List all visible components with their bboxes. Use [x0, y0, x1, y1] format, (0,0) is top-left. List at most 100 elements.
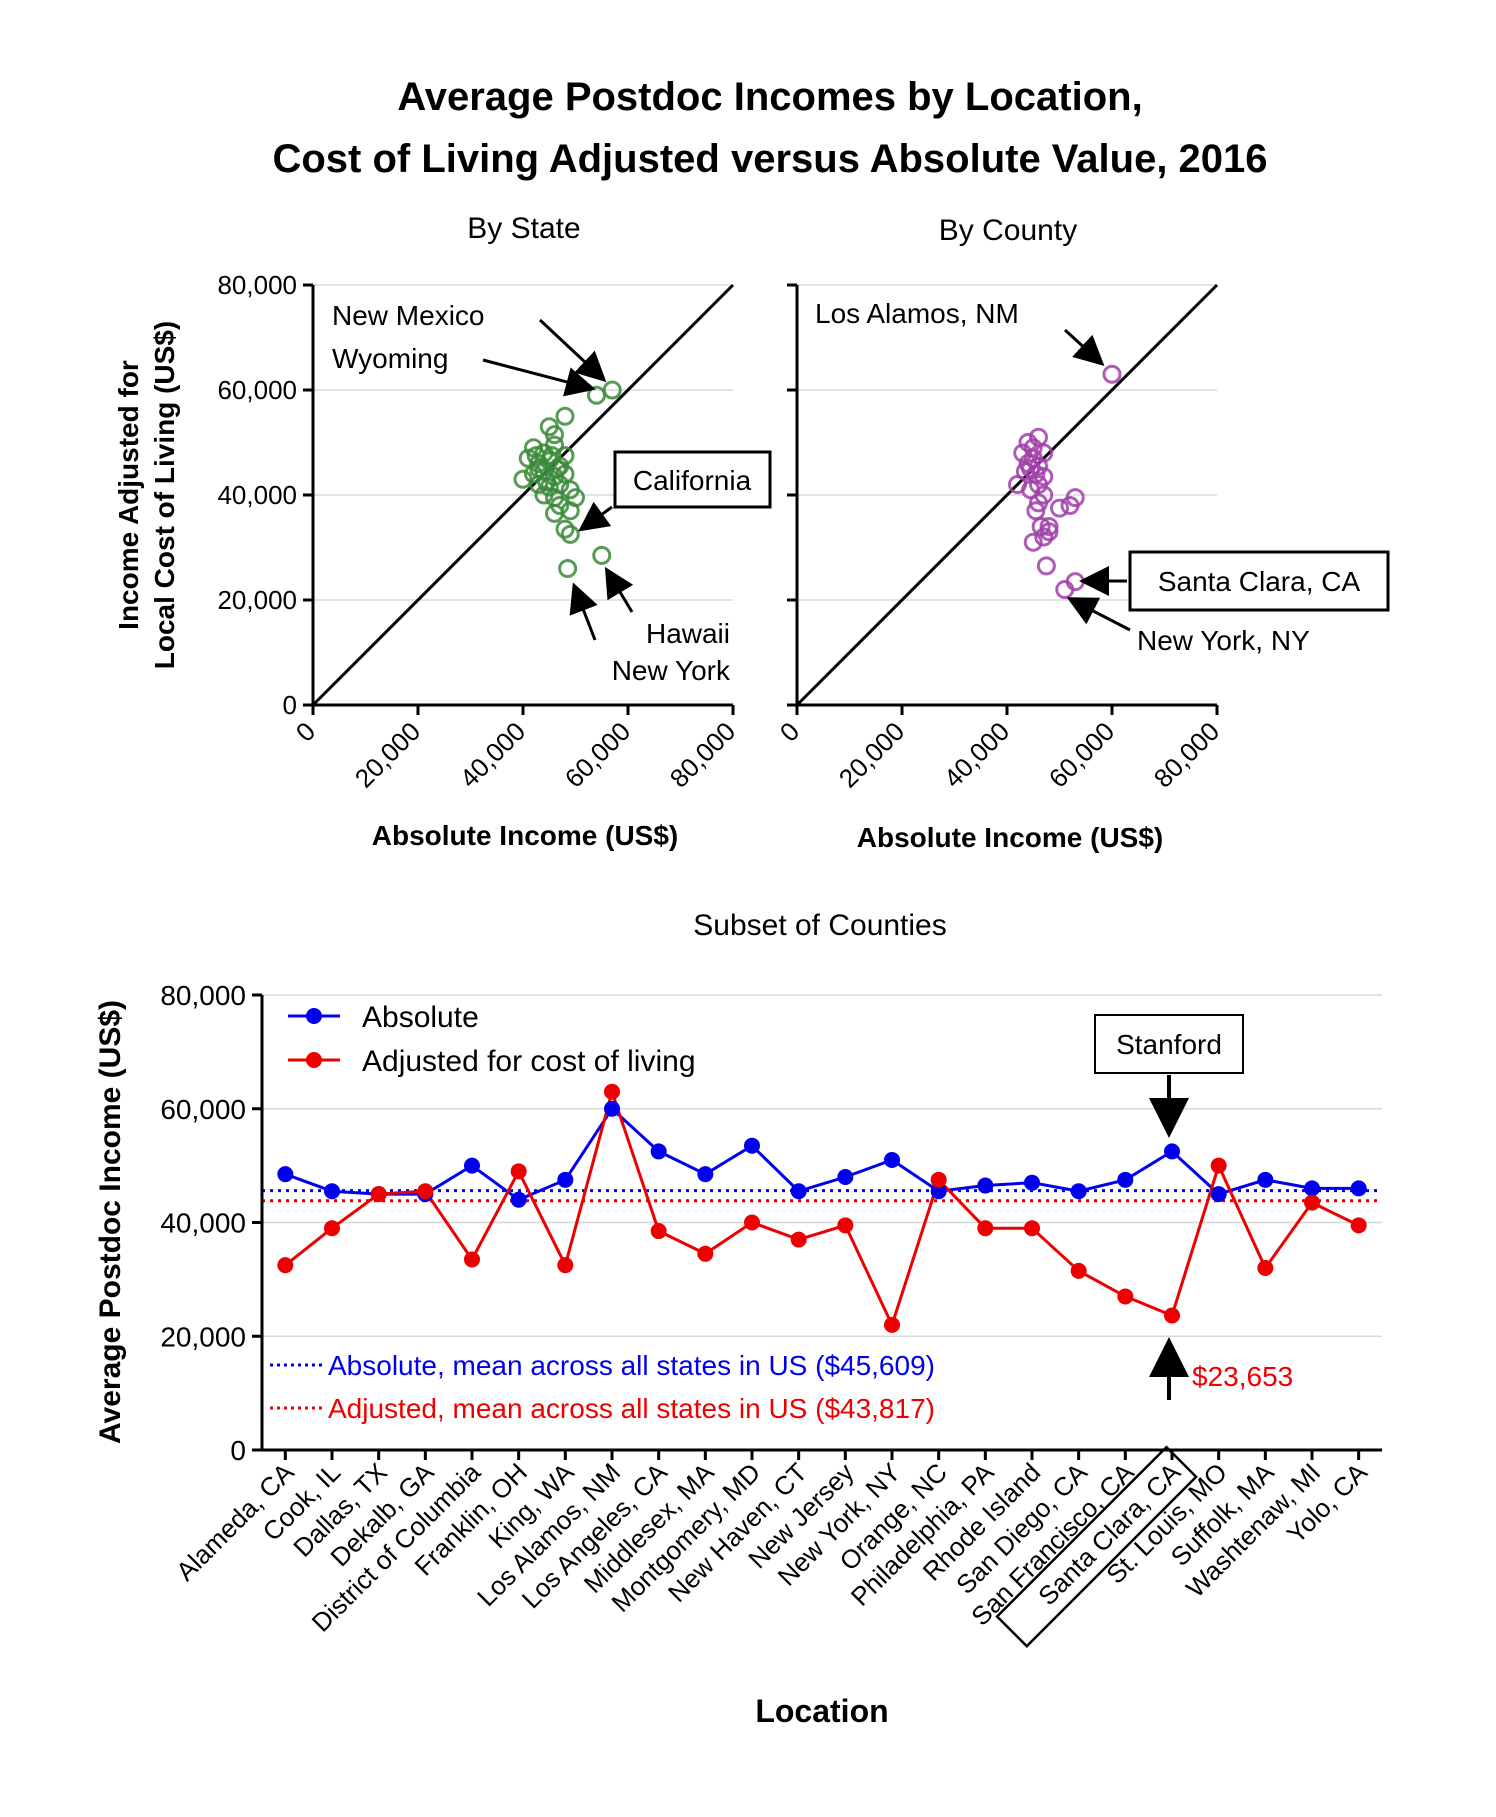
x-tick-label: 60,000 — [1043, 716, 1120, 793]
series-marker — [464, 1157, 480, 1174]
x-tick-label: 0 — [774, 716, 805, 747]
data-point — [560, 524, 580, 544]
y-tick-label: 80,000 — [160, 980, 246, 1011]
state-x-axis-label: Absolute Income (US$) — [372, 820, 678, 851]
annotation-santa-clara: Santa Clara, CA — [1158, 566, 1361, 597]
annotation-new-mexico: New Mexico — [332, 300, 484, 331]
x-tick-label: 40,000 — [938, 716, 1015, 793]
y-tick-label: 60,000 — [217, 375, 297, 405]
arrow-new-mexico — [538, 318, 607, 383]
series-marker — [1210, 1186, 1227, 1203]
series-marker — [1070, 1262, 1087, 1279]
annotation-california: California — [633, 465, 752, 496]
data-point — [1055, 580, 1075, 599]
state-y-ticks: 0 20,000 40,000 60,000 80,000 — [217, 270, 313, 720]
data-point — [1023, 532, 1043, 552]
county-x-axis-label: Absolute Income (US$) — [857, 822, 1163, 853]
state-scatter-panel: By State 0 20,000 40,000 60,000 80,000 0 20,0… — [113, 212, 772, 851]
series-marker — [977, 1220, 994, 1237]
county-x-ticks: 0 20,000 40,000 60,000 80,000 — [774, 705, 1225, 793]
y-tick-label: 80,000 — [217, 270, 297, 300]
x-tick-label: 80,000 — [664, 716, 741, 793]
arrow-new-york-ny — [1066, 597, 1131, 632]
data-point — [547, 459, 567, 479]
data-point — [1029, 493, 1048, 513]
mean-adjusted-label: Adjusted, mean across all states in US (… — [328, 1393, 935, 1424]
series-marker — [1024, 1220, 1040, 1237]
annotation-santa-clara-box — [1128, 550, 1390, 612]
arrow-new-york — [569, 582, 598, 641]
series-marker — [1164, 1307, 1180, 1324]
x-tick-label: 0 — [290, 716, 321, 747]
x-tick-label: 20,000 — [833, 716, 910, 793]
county-reference-line — [795, 283, 1219, 707]
series-marker — [930, 1171, 947, 1188]
state-x-ticks: 0 20,000 40,000 60,000 80,000 — [290, 705, 741, 793]
data-point — [555, 519, 575, 539]
legend-absolute-marker — [306, 1008, 322, 1024]
santa-clara-value-label: $23,653 — [1192, 1361, 1293, 1392]
state-gridlines — [313, 284, 733, 601]
data-point — [534, 485, 554, 505]
county-panel-title: By County — [939, 214, 1077, 247]
counties-panel-title: Subset of Counties — [693, 909, 947, 942]
series-marker — [884, 1151, 900, 1168]
x-tick-label: 20,000 — [349, 716, 426, 793]
series-marker — [1257, 1171, 1274, 1188]
series-marker — [697, 1245, 714, 1262]
annotation-california-box — [613, 450, 772, 509]
counties-x-axis-label: Location — [755, 1693, 888, 1729]
data-point — [537, 472, 557, 492]
series-marker — [557, 1171, 574, 1188]
annotation-los-alamos: Los Alamos, NM — [815, 298, 1019, 329]
y-tick-label: 0 — [230, 1435, 246, 1466]
data-point — [1039, 517, 1059, 536]
series-marker — [1350, 1180, 1367, 1197]
arrow-california — [578, 501, 613, 532]
arrow-los-alamos — [1063, 328, 1105, 367]
annotation-wyoming: Wyoming — [332, 343, 448, 374]
series-marker — [650, 1143, 667, 1160]
data-point — [592, 545, 612, 565]
state-y-axis-label-line2: Local Cost of Living (US$) — [149, 321, 180, 669]
x-tick-label: 80,000 — [1148, 716, 1225, 793]
data-point — [1050, 498, 1069, 518]
y-tick-label: 40,000 — [160, 1208, 246, 1239]
y-tick-label: 60,000 — [160, 1094, 246, 1125]
series-marker — [744, 1214, 760, 1231]
counties-line-panel: Subset of Counties 0 20,000 40,000 60,000 80… — [94, 909, 1382, 1729]
data-point — [1021, 459, 1041, 479]
counties-series — [277, 1083, 1367, 1333]
series-line — [284, 1086, 1360, 1329]
series-marker — [650, 1223, 667, 1240]
county-y-ticks — [787, 283, 797, 707]
series-marker — [370, 1186, 387, 1203]
counties-y-axis-label: Average Postdoc Income (US$) — [94, 1000, 127, 1444]
state-panel-title: By State — [467, 212, 580, 245]
series-marker — [837, 1217, 854, 1234]
series-marker — [277, 1166, 294, 1183]
data-point — [1034, 527, 1054, 547]
legend-adjusted-label: Adjusted for cost of living — [362, 1045, 696, 1078]
series-marker — [1304, 1180, 1320, 1197]
counties-gridlines — [262, 994, 1382, 1337]
counties-y-ticks: 0 20,000 40,000 60,000 80,000 — [160, 980, 262, 1466]
figure-title-line1: Average Postdoc Incomes by Location, — [397, 75, 1142, 119]
series-marker — [884, 1316, 900, 1333]
series-marker — [1304, 1194, 1320, 1211]
stanford-label: Stanford — [1116, 1029, 1222, 1060]
x-tick-label: 60,000 — [559, 716, 636, 793]
data-point — [1060, 496, 1080, 515]
annotation-new-york-ny: New York, NY — [1137, 625, 1310, 656]
y-tick-label: 40,000 — [217, 480, 297, 510]
data-point — [545, 503, 564, 523]
series-marker — [1210, 1157, 1227, 1174]
series-marker — [930, 1183, 947, 1200]
counties-mean-lines — [262, 1189, 1382, 1203]
state-points — [513, 380, 622, 578]
state-y-axis-label-line1: Income Adjusted for — [113, 360, 144, 630]
data-point — [558, 559, 578, 578]
series-marker — [1164, 1143, 1180, 1160]
annotation-new-york: New York — [612, 655, 731, 686]
